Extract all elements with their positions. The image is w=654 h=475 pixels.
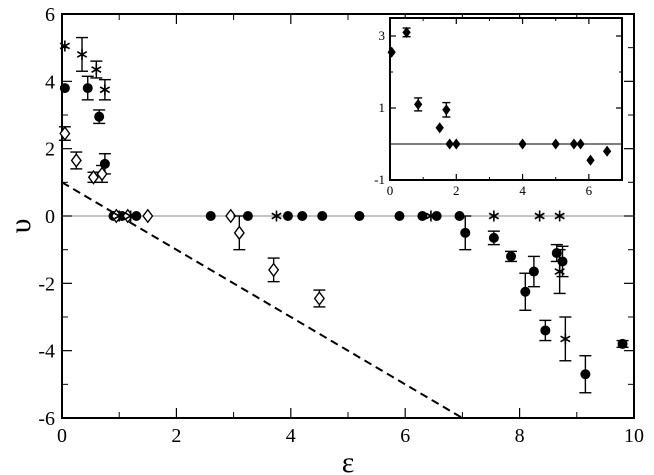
diamond-marker [442, 104, 451, 116]
inset-x-tick-label: 4 [519, 183, 526, 198]
star-marker [488, 210, 500, 222]
star-marker [114, 210, 125, 222]
circle-marker [617, 338, 628, 349]
star-marker [91, 64, 102, 76]
diamond-marker [518, 138, 527, 150]
circle-marker [59, 83, 70, 94]
diamond-marker [452, 138, 461, 150]
y-tick-label: 4 [45, 71, 55, 93]
circle-marker [394, 211, 405, 221]
diamond-marker [59, 126, 71, 141]
diamond-marker [435, 122, 444, 134]
diamond-marker [586, 154, 595, 166]
x-tick-label: 6 [400, 425, 410, 447]
inset-x-tick-label: 6 [586, 183, 593, 198]
y-tick-label: 6 [45, 4, 55, 26]
diamond-marker [96, 166, 108, 182]
y-tick-label: -4 [38, 341, 55, 363]
star-marker [534, 210, 545, 222]
diamond-marker [445, 138, 454, 150]
star-marker [59, 40, 71, 52]
diamond-marker [551, 138, 560, 150]
diamond-marker [268, 262, 280, 278]
star-marker [560, 333, 571, 345]
x-tick-label: 2 [171, 425, 181, 447]
y-tick-label: 0 [45, 206, 55, 228]
star-marker [554, 266, 565, 278]
circle-marker [520, 286, 531, 297]
circle-marker [460, 227, 471, 238]
circle-marker [317, 211, 328, 221]
diamond-marker [602, 145, 612, 157]
inset-y-tick-label: -1 [374, 172, 385, 187]
diamond-marker [225, 208, 237, 224]
x-tick-label: 10 [624, 425, 644, 447]
y-tick-label: 2 [45, 139, 55, 161]
x-tick-label: 4 [286, 425, 296, 447]
star-marker [76, 48, 88, 60]
inset-x-tick-label: 0 [387, 183, 394, 198]
circle-marker [354, 211, 365, 221]
diamond-marker [70, 153, 82, 168]
inset-y-tick-label: 3 [379, 28, 386, 43]
star-marker [554, 210, 565, 222]
inset-plot-frame [389, 17, 623, 181]
y-tick-label: -2 [38, 273, 55, 295]
circle-marker [528, 266, 539, 277]
diamond-marker [402, 26, 411, 38]
circle-marker [580, 369, 591, 380]
star-marker [425, 210, 437, 222]
inset-y-tick-label: 1 [379, 100, 386, 115]
diamond-marker [313, 291, 325, 306]
circle-marker [431, 211, 442, 221]
diamond-marker [387, 46, 396, 58]
circle-marker [242, 211, 253, 221]
circle-marker [488, 232, 499, 243]
circle-marker [506, 251, 517, 262]
circle-marker [540, 325, 551, 336]
circle-marker [94, 111, 105, 122]
diamond-marker [233, 225, 245, 241]
x-tick-label: 8 [515, 425, 525, 447]
diamond-marker [569, 138, 579, 150]
y-tick-label: -6 [38, 408, 55, 430]
diamond-marker [87, 169, 100, 185]
circle-marker [82, 83, 93, 94]
circle-marker [297, 211, 308, 221]
diamond-marker [414, 98, 423, 110]
diamond-marker [576, 138, 585, 150]
x-tick-label: 0 [57, 425, 67, 447]
inset-x-tick-label: 2 [453, 183, 460, 198]
circle-marker [417, 211, 428, 221]
y-axis-title: υ [4, 219, 37, 234]
x-axis-title: ε [342, 446, 355, 475]
star-marker [99, 84, 111, 96]
star-marker [271, 210, 282, 222]
circle-marker [282, 211, 293, 221]
circle-marker [205, 211, 216, 221]
diamond-marker [142, 208, 154, 224]
star-marker [125, 210, 136, 222]
inset-plot: 0 2 4 6 -1 1 3 [374, 17, 623, 198]
